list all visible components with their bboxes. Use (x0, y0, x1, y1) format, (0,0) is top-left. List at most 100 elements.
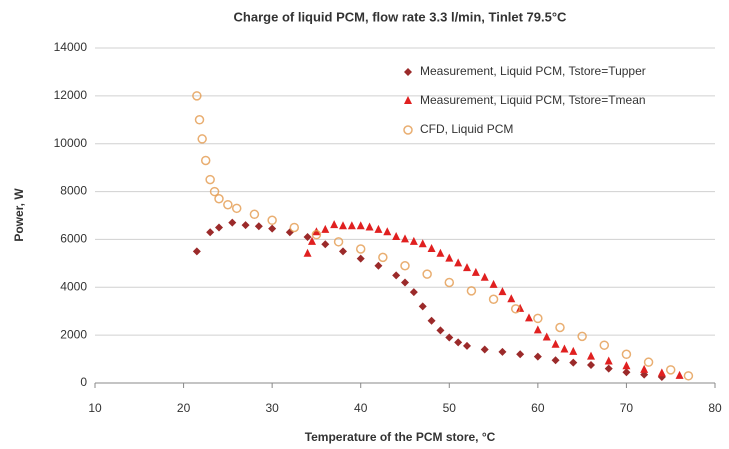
point (228, 218, 237, 227)
y-tick-label: 14000 (54, 40, 88, 54)
point (214, 194, 224, 204)
point (339, 247, 347, 256)
point (268, 224, 277, 233)
point (356, 254, 365, 263)
point (445, 333, 454, 342)
x-tick-label: 50 (443, 401, 457, 415)
y-tick-label: 8000 (60, 184, 87, 198)
point (587, 351, 595, 360)
legend-marker (404, 96, 412, 104)
point (418, 239, 427, 248)
point (231, 203, 242, 214)
x-tick-label: 30 (265, 401, 279, 415)
x-tick-label: 60 (531, 401, 545, 415)
point (303, 248, 312, 257)
point (418, 302, 427, 311)
x-tick-label: 10 (88, 401, 102, 415)
point (551, 356, 560, 365)
point (454, 258, 463, 267)
point (339, 221, 347, 230)
point (533, 352, 542, 361)
point (621, 349, 632, 360)
point (466, 286, 477, 296)
point (587, 361, 595, 370)
point (516, 350, 525, 359)
point (675, 370, 684, 379)
point (533, 313, 543, 324)
point (409, 288, 418, 297)
point (488, 294, 499, 304)
point (542, 332, 551, 341)
point (365, 222, 374, 231)
x-tick-label: 20 (177, 401, 191, 415)
legend-marker (403, 125, 413, 135)
point (223, 199, 233, 210)
point (347, 221, 356, 230)
point (436, 248, 445, 257)
point (194, 115, 205, 125)
point (525, 313, 533, 322)
point (463, 341, 471, 350)
point (383, 227, 392, 236)
legend-label: Measurement, Liquid PCM, Tstore=Tmean (420, 93, 646, 107)
point (480, 272, 489, 281)
point (308, 236, 316, 245)
point (569, 346, 578, 355)
point (507, 294, 516, 303)
y-tick-label: 12000 (54, 88, 88, 102)
point (197, 134, 207, 144)
point (303, 233, 312, 242)
point (510, 304, 521, 314)
point (321, 240, 330, 249)
y-tick-label: 4000 (60, 279, 87, 293)
y-tick-label: 0 (80, 375, 87, 389)
point (409, 236, 418, 245)
point (215, 223, 223, 232)
point (400, 261, 410, 271)
point (640, 364, 649, 373)
point (427, 244, 436, 252)
point (657, 368, 666, 377)
point (622, 368, 631, 377)
point (498, 287, 507, 296)
point (622, 361, 631, 370)
x-tick-label: 70 (620, 401, 634, 415)
y-axis-label: Power, W (12, 188, 26, 242)
legend-marker (404, 68, 412, 76)
point (436, 326, 445, 335)
point (463, 263, 471, 272)
point (471, 267, 480, 276)
y-tick-label: 10000 (54, 136, 88, 150)
point (444, 277, 455, 288)
legend-label: CFD, Liquid PCM (420, 122, 513, 136)
point (249, 209, 260, 220)
point (665, 365, 676, 375)
point (321, 224, 330, 233)
y-tick-label: 6000 (60, 232, 87, 246)
x-tick-label: 80 (708, 401, 722, 415)
point (206, 228, 215, 237)
x-axis-label: Temperature of the PCM store, °C (305, 430, 496, 444)
point (330, 220, 339, 229)
point (480, 345, 489, 354)
point (374, 224, 383, 233)
point (533, 325, 542, 334)
point (569, 358, 578, 367)
point (392, 271, 401, 280)
point (355, 244, 366, 254)
point (356, 221, 365, 230)
point (200, 155, 211, 166)
point (192, 247, 201, 256)
point (604, 364, 613, 373)
point (333, 237, 344, 247)
point (205, 174, 215, 185)
point (643, 357, 654, 367)
point (289, 222, 300, 233)
point (378, 252, 388, 263)
x-tick-label: 40 (354, 401, 368, 415)
point (489, 279, 498, 288)
point (604, 356, 613, 365)
legend-label: Measurement, Liquid PCM, Tstore=Tupper (420, 64, 646, 78)
point (401, 234, 409, 243)
